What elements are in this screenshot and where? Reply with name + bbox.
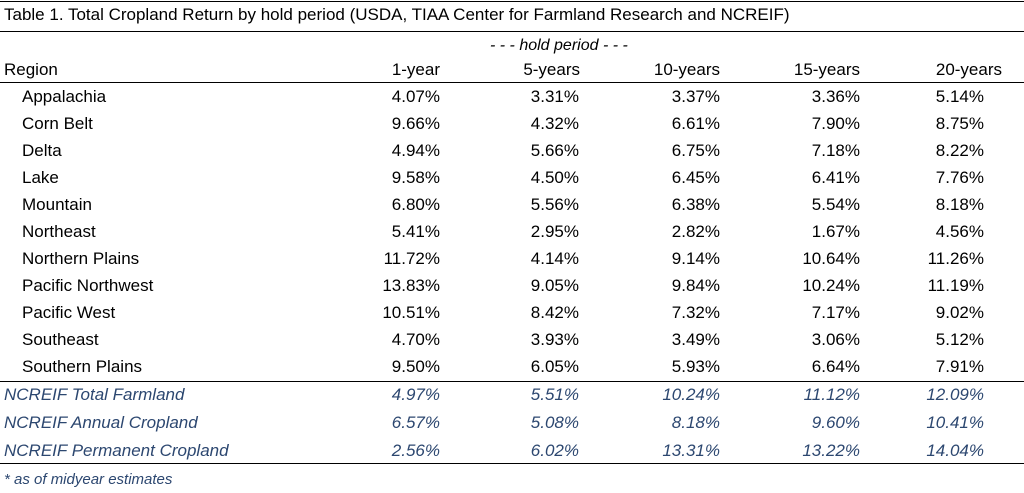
cell: 8.42% bbox=[530, 303, 579, 322]
rule bbox=[0, 463, 1024, 464]
region-name: Delta bbox=[22, 141, 62, 160]
ncreif-cell: 6.02% bbox=[530, 441, 579, 460]
ncreif-cell: 4.97% bbox=[391, 385, 440, 404]
ncreif-cell: 8.18% bbox=[671, 413, 720, 432]
cell: 6.64% bbox=[811, 357, 860, 376]
cell: 7.76% bbox=[935, 168, 984, 187]
cell: 4.07% bbox=[391, 87, 440, 106]
footnote: * as of midyear estimates bbox=[4, 471, 173, 488]
cell: 11.72% bbox=[383, 249, 440, 268]
column-header: 20-years bbox=[935, 60, 1002, 79]
cell: 9.05% bbox=[530, 276, 579, 295]
cell: 5.41% bbox=[391, 222, 440, 241]
cell: 7.17% bbox=[811, 303, 860, 322]
cell: 10.24% bbox=[802, 276, 860, 295]
region-name: Appalachia bbox=[22, 87, 107, 106]
region-name: Northern Plains bbox=[22, 249, 140, 268]
cell: 4.56% bbox=[935, 222, 984, 241]
ncreif-cell: 2.56% bbox=[391, 441, 440, 460]
cell: 8.75% bbox=[935, 114, 984, 133]
cell: 6.38% bbox=[671, 195, 720, 214]
column-header: 15-years bbox=[793, 60, 860, 79]
ncreif-cell: 9.60% bbox=[811, 413, 860, 432]
cell: 4.14% bbox=[530, 249, 579, 268]
column-header: 1-year bbox=[391, 60, 440, 79]
ncreif-cell: 12.09% bbox=[926, 385, 984, 404]
rule bbox=[0, 31, 1024, 32]
ncreif-cell: 10.24% bbox=[662, 385, 720, 404]
cell: 5.12% bbox=[935, 330, 984, 349]
column-header: 10-years bbox=[653, 60, 720, 79]
rule bbox=[0, 82, 1024, 83]
ncreif-cell: 14.04% bbox=[926, 441, 984, 460]
cell: 11.19% bbox=[927, 276, 984, 295]
cell: 3.06% bbox=[811, 330, 860, 349]
region-name: Lake bbox=[22, 168, 59, 187]
cell: 7.32% bbox=[671, 303, 720, 322]
cell: 3.49% bbox=[671, 330, 720, 349]
cell: 10.51% bbox=[382, 303, 440, 322]
cell: 9.84% bbox=[671, 276, 720, 295]
region-name: Mountain bbox=[22, 195, 92, 214]
cell: 3.31% bbox=[530, 87, 579, 106]
ncreif-name: NCREIF Annual Cropland bbox=[4, 413, 198, 432]
ncreif-name: NCREIF Total Farmland bbox=[4, 385, 185, 404]
cell: 9.50% bbox=[391, 357, 440, 376]
cell: 10.64% bbox=[802, 249, 860, 268]
rule bbox=[0, 381, 1024, 382]
cell: 1.67% bbox=[811, 222, 860, 241]
ncreif-cell: 6.57% bbox=[391, 413, 440, 432]
ncreif-cell: 5.08% bbox=[530, 413, 579, 432]
cell: 8.22% bbox=[935, 141, 984, 160]
cell: 7.91% bbox=[935, 357, 984, 376]
cell: 3.36% bbox=[811, 87, 860, 106]
ncreif-cell: 13.31% bbox=[662, 441, 720, 460]
cell: 9.14% bbox=[671, 249, 720, 268]
region-name: Northeast bbox=[22, 222, 96, 241]
region-name: Southeast bbox=[22, 330, 99, 349]
cell: 5.93% bbox=[671, 357, 720, 376]
ncreif-cell: 10.41% bbox=[926, 413, 984, 432]
cell: 3.93% bbox=[530, 330, 579, 349]
cell: 9.02% bbox=[935, 303, 984, 322]
cell: 6.45% bbox=[671, 168, 720, 187]
cell: 6.61% bbox=[671, 114, 720, 133]
cell: 9.66% bbox=[391, 114, 440, 133]
cell: 6.80% bbox=[391, 195, 440, 214]
cell: 4.32% bbox=[530, 114, 579, 133]
cell: 4.94% bbox=[391, 141, 440, 160]
cell: 6.05% bbox=[530, 357, 579, 376]
cell: 3.37% bbox=[671, 87, 720, 106]
cell: 8.18% bbox=[935, 195, 984, 214]
ncreif-cell: 13.22% bbox=[802, 441, 860, 460]
cell: 5.56% bbox=[530, 195, 579, 214]
cell: 6.75% bbox=[671, 141, 720, 160]
cell: 11.26% bbox=[927, 249, 984, 268]
ncreif-name: NCREIF Permanent Cropland bbox=[4, 441, 229, 460]
table-title: Table 1. Total Cropland Return by hold p… bbox=[4, 5, 790, 24]
column-header: Region bbox=[4, 60, 58, 79]
cell: 2.82% bbox=[671, 222, 720, 241]
group-header: - - - hold period - - - bbox=[490, 37, 628, 54]
cell: 7.18% bbox=[811, 141, 860, 160]
cell: 2.95% bbox=[530, 222, 579, 241]
ncreif-cell: 11.12% bbox=[803, 385, 860, 404]
cell: 5.66% bbox=[530, 141, 579, 160]
cell: 5.14% bbox=[935, 87, 984, 106]
cell: 4.70% bbox=[391, 330, 440, 349]
cell: 7.90% bbox=[811, 114, 860, 133]
cell: 13.83% bbox=[382, 276, 440, 295]
region-name: Pacific West bbox=[22, 303, 116, 322]
region-name: Pacific Northwest bbox=[22, 276, 154, 295]
cell: 4.50% bbox=[530, 168, 579, 187]
ncreif-cell: 5.51% bbox=[530, 385, 579, 404]
cell: 6.41% bbox=[811, 168, 860, 187]
region-name: Corn Belt bbox=[22, 114, 93, 133]
region-name: Southern Plains bbox=[22, 357, 143, 376]
rule bbox=[0, 1, 1024, 2]
cell: 5.54% bbox=[811, 195, 860, 214]
column-header: 5-years bbox=[523, 60, 580, 79]
cell: 9.58% bbox=[391, 168, 440, 187]
